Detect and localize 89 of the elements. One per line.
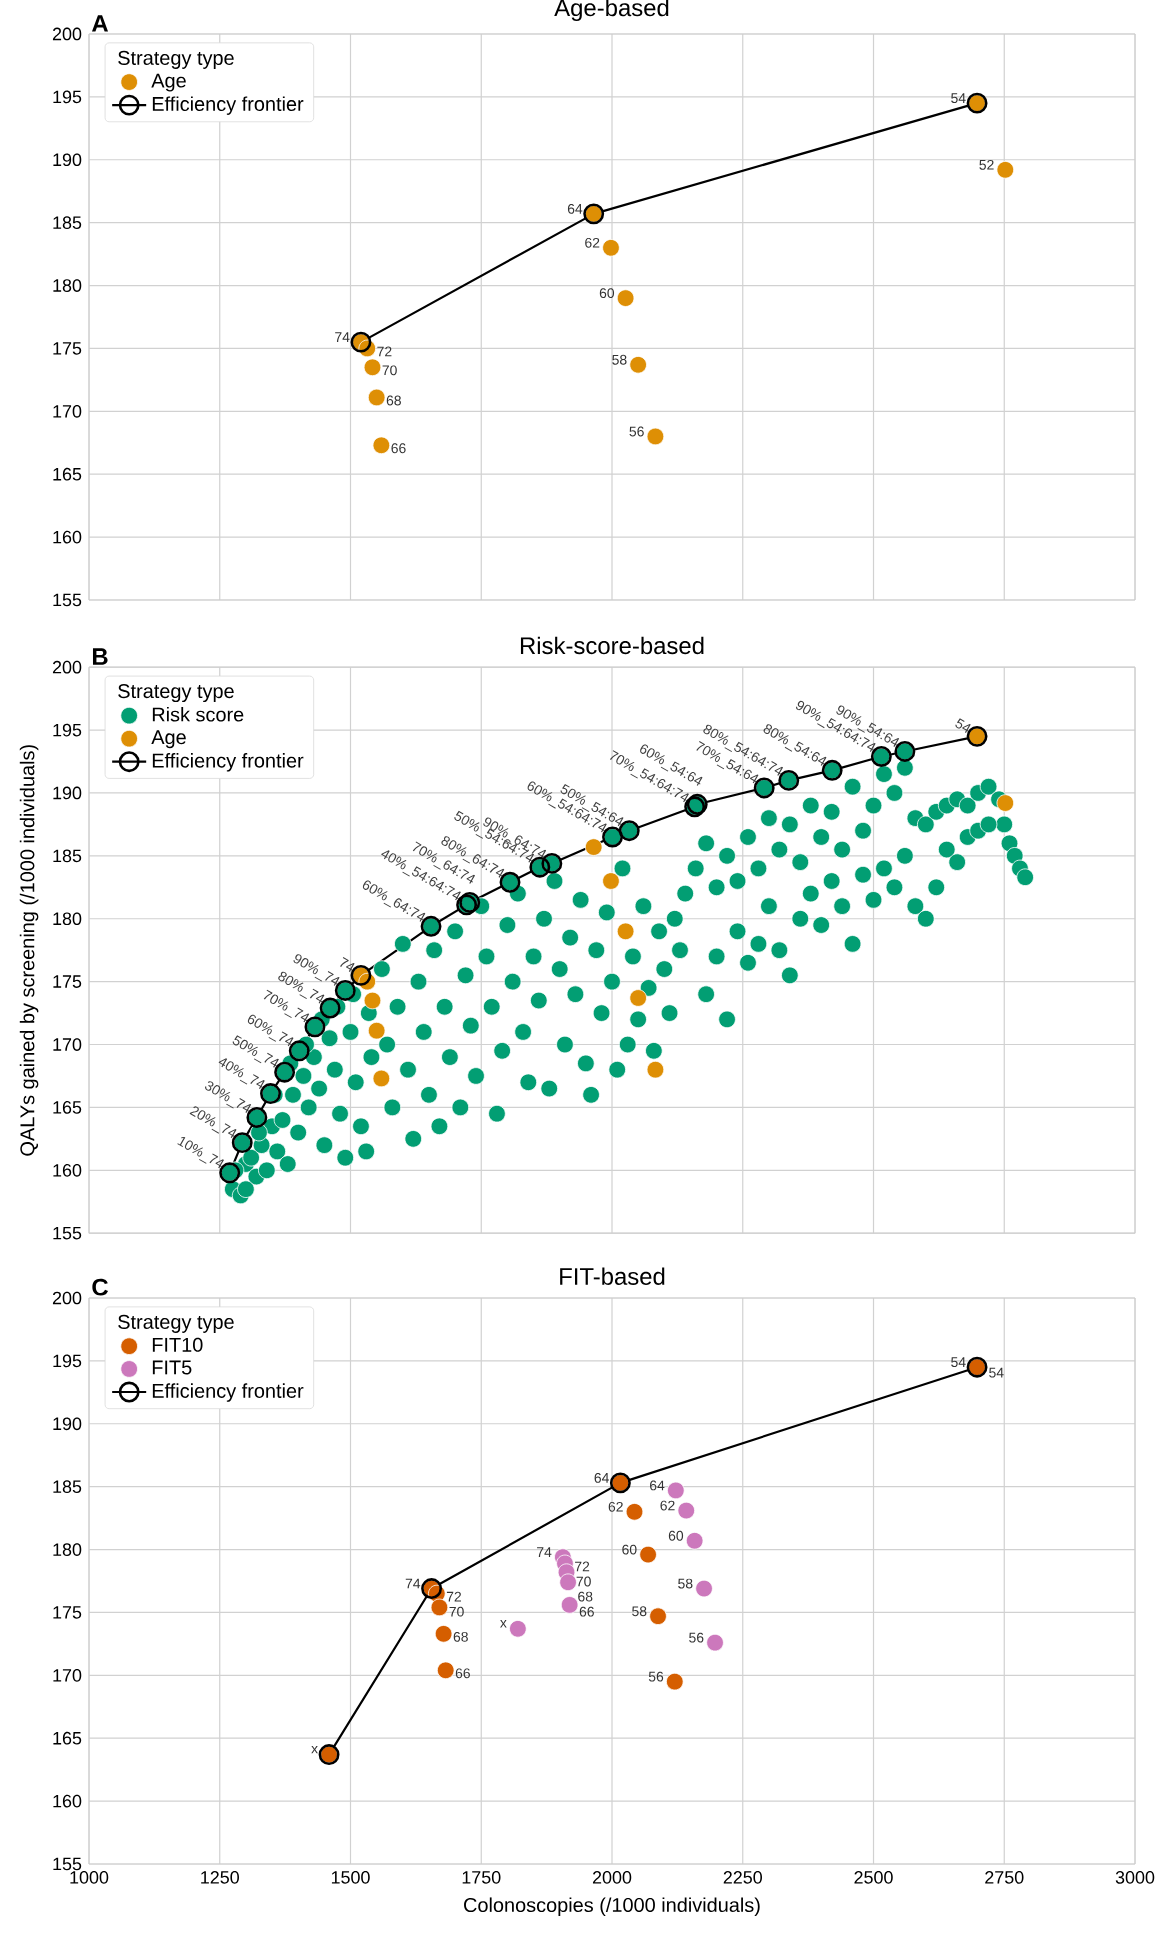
legend-label: Age <box>151 73 186 92</box>
legend-title: Strategy type <box>118 50 234 69</box>
y-tick-label: 155 <box>53 1857 82 1871</box>
x-tick-label: 1500 <box>331 1871 370 1884</box>
point <box>616 289 635 307</box>
y-tick-label: 190 <box>53 153 82 167</box>
y-tick-label: 190 <box>53 786 82 800</box>
legend-label: Risk score <box>152 706 244 722</box>
y-tick-label: 180 <box>53 1543 82 1556</box>
x-tick-label: 2000 <box>592 1871 632 1884</box>
point <box>372 1069 391 1088</box>
y-tick-label: 170 <box>53 1038 82 1051</box>
point <box>363 991 382 1010</box>
y-tick-label: 180 <box>53 279 82 292</box>
y-tick-label: 165 <box>53 1731 82 1745</box>
legend-label: FIT10 <box>152 1337 203 1352</box>
y-tick-label: 155 <box>53 1226 82 1240</box>
x-tick-label: 1250 <box>201 1871 239 1884</box>
y-tick-label: 155 <box>53 593 82 607</box>
y-tick-label: 200 <box>52 660 82 674</box>
y-tick-label: 160 <box>53 1163 82 1177</box>
y-tick-label: 165 <box>53 467 82 481</box>
x-axis-title: Colonoscopies (/1000 individuals) <box>464 1897 760 1916</box>
legend-label: Efficiency frontier <box>152 96 304 115</box>
y-tick-label: 195 <box>53 90 82 104</box>
legend-label: Efficiency frontier <box>152 1383 304 1402</box>
y-tick-label: 170 <box>53 1668 82 1682</box>
x-tick-label: 3000 <box>1115 1871 1155 1884</box>
text: B <box>92 648 108 665</box>
y-tick-label: 175 <box>53 342 82 355</box>
point <box>629 356 647 374</box>
y-tick-label: 175 <box>53 1606 82 1619</box>
point <box>616 922 635 941</box>
text: A <box>91 15 109 32</box>
point <box>996 161 1015 179</box>
legend-title: Strategy type <box>118 1314 234 1333</box>
y-tick-label: 160 <box>53 530 82 544</box>
y-tick-label: 165 <box>53 1101 82 1114</box>
y-tick-label: 185 <box>53 1480 82 1494</box>
x-tick-label: 1750 <box>462 1871 501 1884</box>
point <box>639 1545 657 1564</box>
point <box>602 872 620 890</box>
y-tick-label: 185 <box>53 849 82 863</box>
point <box>646 427 665 446</box>
y-axis-title: QALYs gained by screening (/1000 individuals) <box>19 745 39 1156</box>
point <box>625 1503 644 1521</box>
legend-label: FIT5 <box>152 1360 192 1375</box>
text: C <box>92 1278 109 1296</box>
point <box>363 358 382 377</box>
x-tick-label: 1000 <box>70 1871 109 1884</box>
x-tick-label: 2750 <box>985 1871 1024 1884</box>
y-tick-label: 160 <box>53 1794 82 1808</box>
point <box>666 1672 684 1691</box>
y-tick-label: 195 <box>53 723 82 737</box>
y-tick-label: 180 <box>53 912 82 926</box>
point <box>695 1579 713 1598</box>
point <box>996 794 1015 812</box>
point <box>667 1481 685 1500</box>
point <box>367 388 386 407</box>
y-tick-label: 195 <box>53 1354 82 1368</box>
chart-title: Risk-score-based <box>520 636 704 655</box>
point <box>602 239 620 257</box>
x-tick-label: 2500 <box>854 1871 893 1884</box>
legend-label: Efficiency frontier <box>152 753 304 772</box>
point <box>559 1573 577 1592</box>
point <box>436 1661 455 1680</box>
point <box>430 1598 449 1617</box>
point <box>584 838 603 856</box>
y-tick-label: 170 <box>53 404 82 418</box>
chart-title: FIT-based <box>560 1267 665 1285</box>
legend-label: Age <box>151 730 186 749</box>
point <box>629 989 647 1007</box>
legend-title: Strategy type <box>118 684 234 703</box>
y-tick-label: 200 <box>52 1291 82 1305</box>
y-tick-label: 200 <box>52 27 82 41</box>
point <box>649 1607 667 1625</box>
point <box>509 1620 527 1638</box>
point <box>677 1501 696 1520</box>
point <box>434 1625 453 1643</box>
point <box>560 1596 579 1614</box>
point <box>367 1021 386 1040</box>
point <box>372 436 391 455</box>
point <box>706 1633 724 1652</box>
point <box>685 1531 704 1550</box>
y-tick-label: 175 <box>53 975 82 988</box>
y-tick-label: 185 <box>53 216 82 230</box>
x-tick-label: 2250 <box>723 1871 762 1884</box>
y-tick-label: 190 <box>53 1417 82 1431</box>
point <box>646 1060 665 1079</box>
